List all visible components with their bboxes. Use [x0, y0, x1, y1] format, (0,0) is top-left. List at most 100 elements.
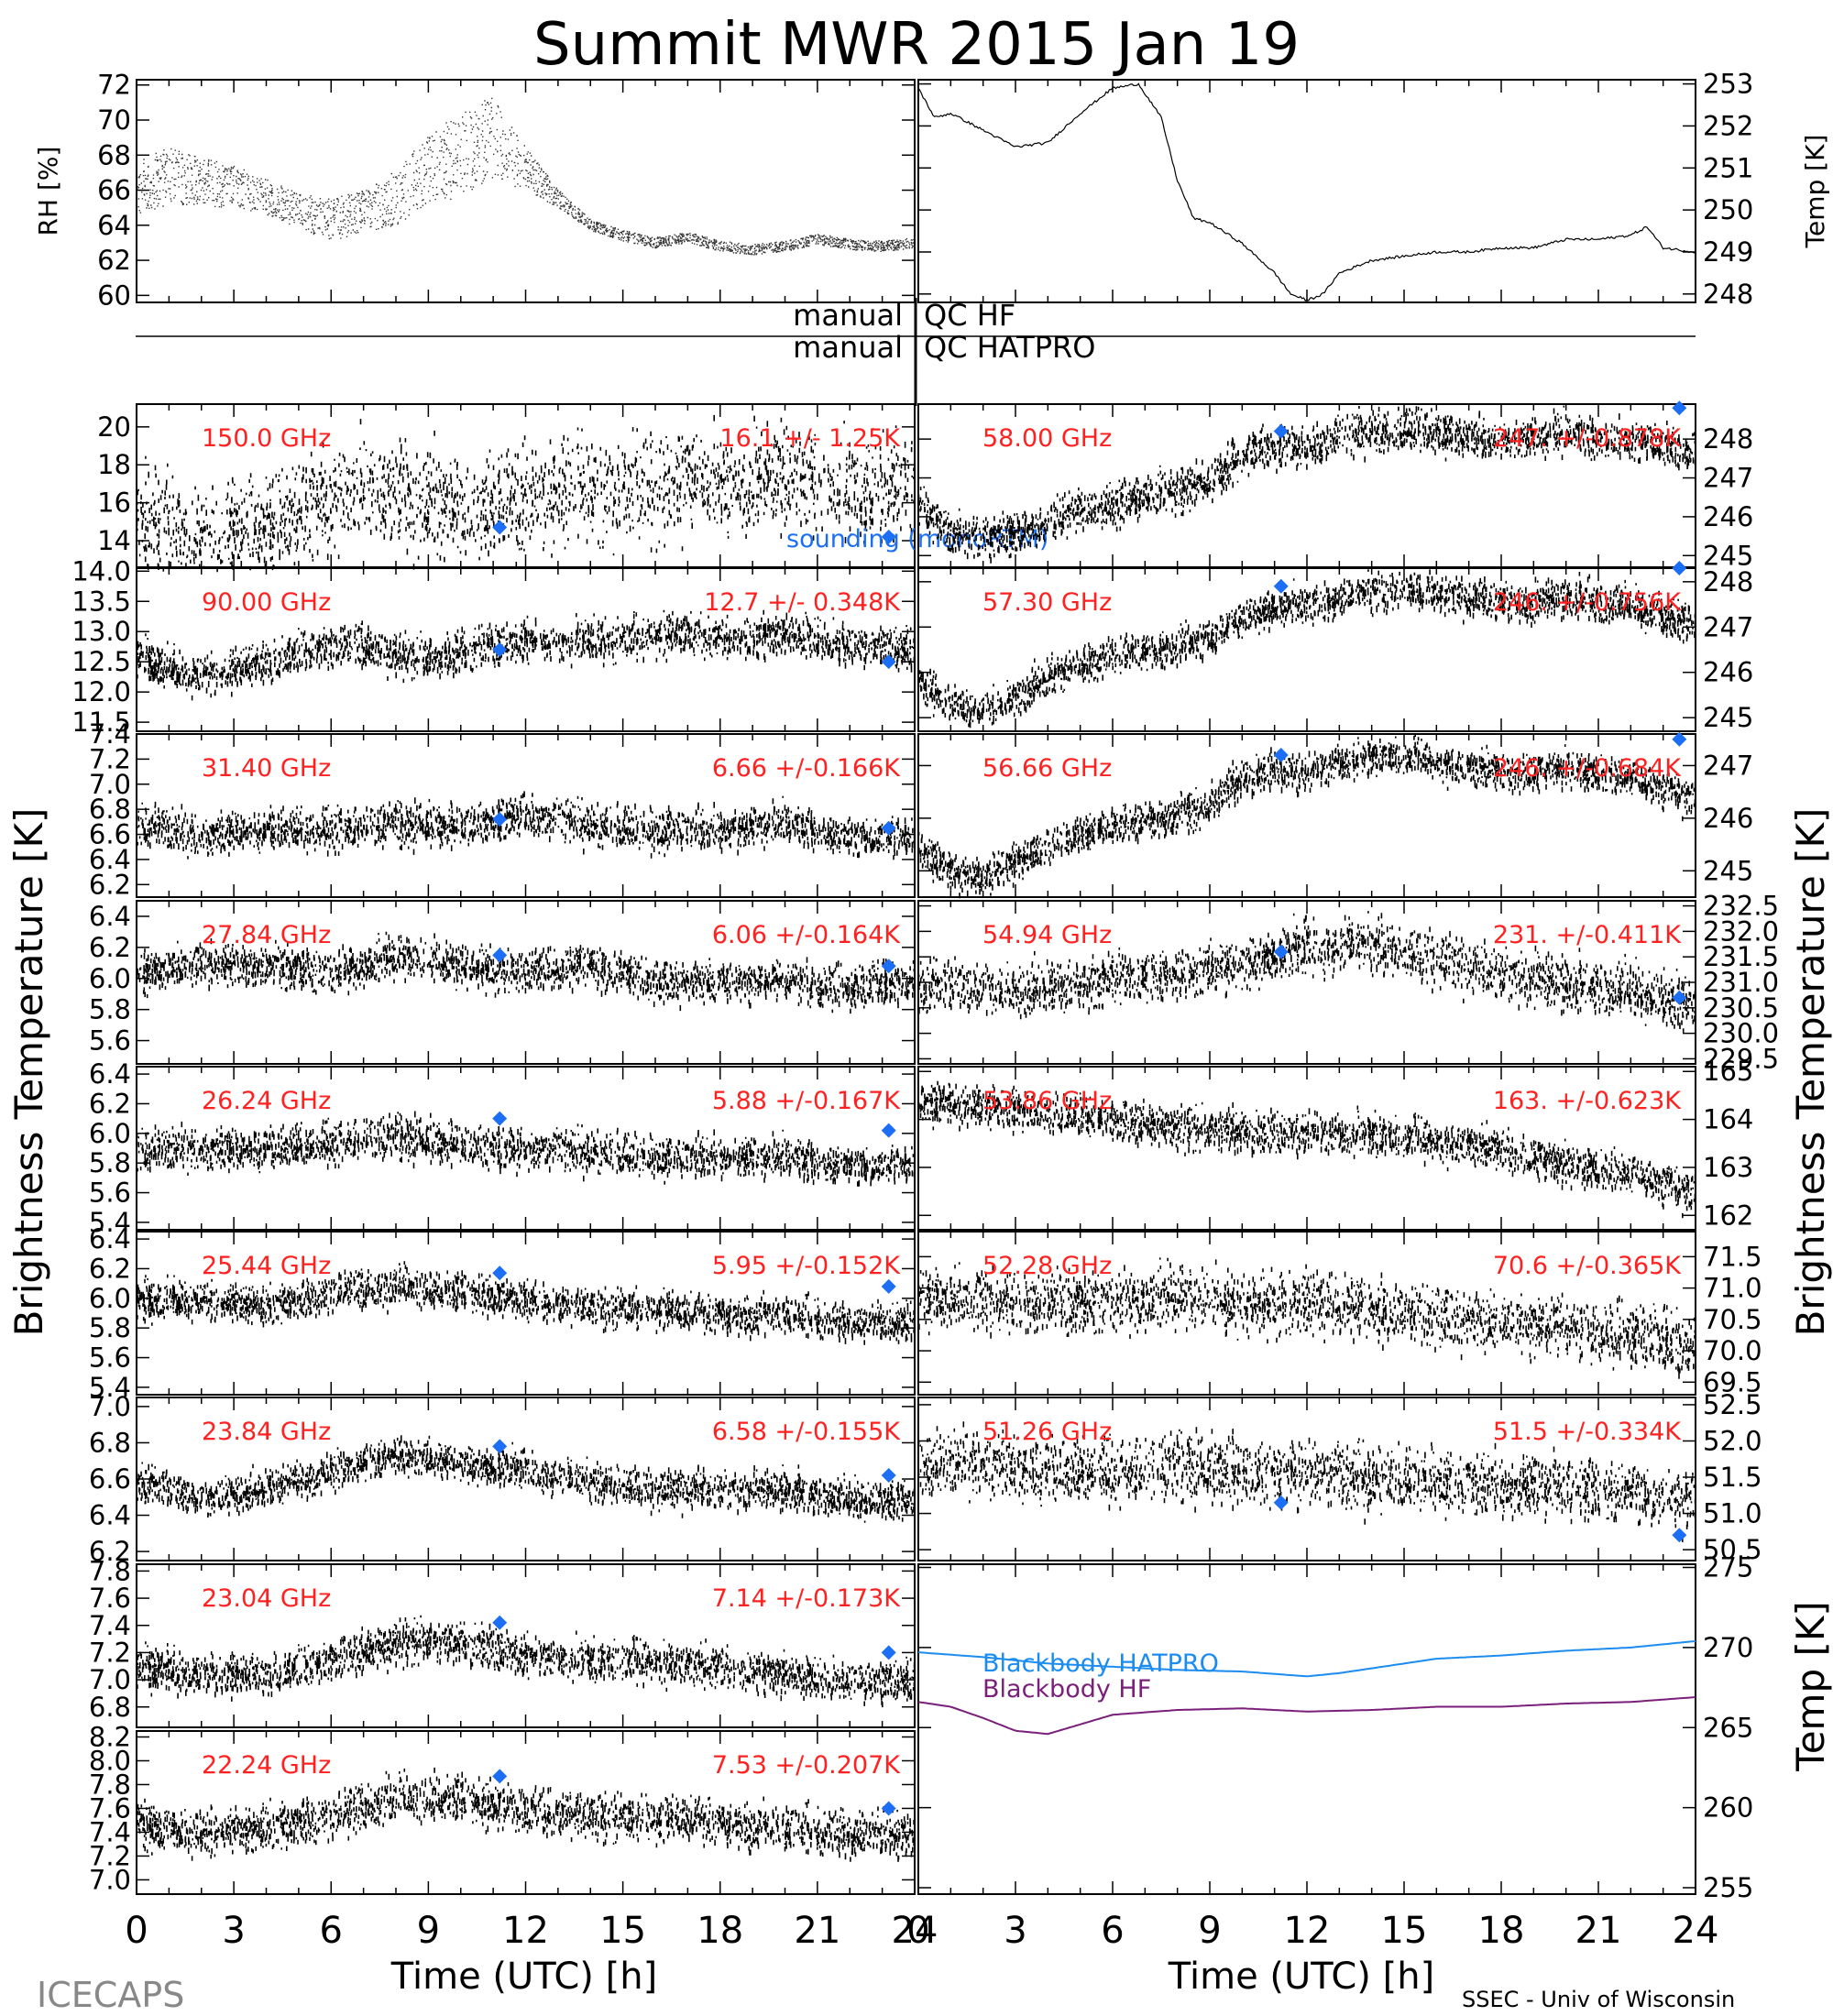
temp-axis-label: Temp [K] [1800, 135, 1830, 249]
data-points [136, 609, 916, 701]
x-tick-label-right: 3 [1004, 1910, 1026, 1952]
y-tick-label: 6.4 [89, 901, 131, 932]
sounding-marker [881, 820, 896, 836]
sounding-marker [881, 1468, 896, 1484]
y-tick-label: 245 [1703, 702, 1753, 733]
footer-right: SSEC - Univ of Wisconsin [1462, 1987, 1735, 2012]
x-tick-label-left: 24 [892, 1910, 938, 1952]
y-tick-label: 245 [1703, 540, 1753, 571]
y-tick-label: 16 [97, 488, 131, 519]
sounding-marker [881, 959, 896, 974]
sounding-marker [1672, 990, 1687, 1005]
sounding-marker [1672, 400, 1687, 416]
y-tick-label: 251 [1703, 152, 1753, 183]
y-tick-label: 6.2 [89, 1536, 131, 1567]
y-tick-label: 7.0 [89, 1391, 131, 1422]
y-tick-label: 51.0 [1703, 1498, 1762, 1529]
panel-27-84: 5.65.86.06.26.4 27.84 GHz 6.06 +/-0.164K [89, 900, 916, 1065]
x-tick-label-right: 9 [1198, 1910, 1221, 1952]
y-tick-label: 260 [1703, 1792, 1753, 1824]
qc-label-left-1: manual [793, 298, 903, 333]
frequency-label: 58.00 GHz [982, 424, 1112, 453]
y-tick-label: 8.2 [89, 1721, 131, 1752]
y-tick-label: 250 [1703, 194, 1753, 225]
y-tick-label: 52.5 [1703, 1389, 1762, 1420]
panel-58-00: 245 246 247 248 58.00 GHz 247. +/-0.878K [917, 400, 1753, 571]
y-tick-label: 246 [1703, 657, 1753, 688]
data-points [917, 405, 1696, 564]
stat-label: 7.53 +/-0.207K [712, 1751, 901, 1780]
y-tick-label: 6.8 [89, 1427, 131, 1458]
frequency-label: 23.84 GHz [202, 1418, 331, 1446]
stat-label: 16.1 +/- 1.25K [719, 424, 901, 453]
frequency-label: 54.94 GHz [982, 921, 1112, 949]
data-points [136, 1615, 916, 1708]
sounding-marker [492, 948, 508, 963]
x-tick-label-right: 15 [1381, 1910, 1428, 1952]
ylabel-blackbody: Temp [K] [1788, 1601, 1833, 1772]
data-points [917, 1421, 1696, 1542]
sounding-marker [881, 1801, 896, 1816]
y-tick-label: 232.0 [1703, 915, 1779, 947]
data-points [917, 1257, 1696, 1379]
y-tick-label: 12.5 [71, 646, 131, 677]
data-points [136, 414, 916, 573]
y-tick-label: 13.0 [71, 616, 131, 647]
y-tick-label: 6.8 [89, 794, 131, 825]
y-tick-label: 50.5 [1703, 1534, 1762, 1565]
y-tick-label: 7.0 [89, 769, 131, 800]
y-tick-label: 5.4 [89, 1207, 131, 1238]
y-tick-label: 246 [1703, 501, 1753, 532]
sounding-marker [881, 529, 896, 544]
frequency-label: 23.04 GHz [202, 1584, 331, 1613]
sounding-marker [1672, 731, 1687, 747]
frequency-label: 53.86 GHz [982, 1087, 1112, 1115]
frequency-label: 90.00 GHz [202, 588, 331, 617]
y-tick-label: 7.6 [89, 1792, 131, 1824]
panel-frame [917, 1563, 1696, 1895]
y-tick-label: 6.2 [89, 1253, 131, 1284]
y-tick-label: 229.5 [1703, 1043, 1779, 1074]
y-tick-label: 6.4 [89, 1058, 131, 1090]
y-tick-label: 7.4 [89, 718, 131, 750]
frequency-label: 22.24 GHz [202, 1751, 331, 1780]
frequency-label: 27.84 GHz [202, 921, 331, 949]
data-points [136, 1435, 916, 1523]
sounding-marker [492, 812, 508, 827]
sounding-marker [492, 520, 508, 535]
y-tick-label: 231.0 [1703, 967, 1779, 998]
sounding-marker [1273, 423, 1289, 439]
y-tick-label: 255 [1703, 1872, 1753, 1903]
x-tick-label-left: 6 [320, 1910, 343, 1952]
sounding-marker [881, 1645, 896, 1660]
y-tick-label: 60 [97, 279, 131, 311]
panel-22-24: 7.07.27.47.67.88.08.2 22.24 GHz 7.53 +/-0.… [89, 1721, 916, 1895]
y-tick-label: 70.0 [1703, 1335, 1762, 1366]
sounding-marker [492, 1615, 508, 1630]
y-tick-label: 232.5 [1703, 891, 1779, 922]
x-tick-label-right: 6 [1101, 1910, 1124, 1952]
x-tick-label-right: 24 [1673, 1910, 1719, 1952]
stat-label: 12.7 +/- 0.348K [704, 588, 901, 617]
rh-axis-label: RH [%] [33, 147, 63, 236]
x-tick-label-left: 21 [794, 1910, 840, 1952]
y-tick-label: 62 [97, 245, 131, 276]
y-tick-label: 69.5 [1703, 1366, 1762, 1397]
x-tick-label-left: 18 [697, 1910, 743, 1952]
y-tick-label: 163 [1703, 1152, 1753, 1183]
y-tick-label: 245 [1703, 855, 1753, 886]
y-tick-label: 6.2 [89, 869, 131, 900]
y-tick-label: 71.0 [1703, 1273, 1762, 1304]
stat-label: 246. +/-0.756K [1493, 588, 1682, 617]
panel-31-40: 6.26.46.66.87.07.27.4 31.40 GHz 6.66 +/-0.… [89, 718, 916, 900]
y-tick-label: 6.4 [89, 1223, 131, 1255]
y-tick-label: 164 [1703, 1104, 1753, 1135]
y-tick-label: 13.5 [71, 586, 131, 617]
qc-label-left-2: manual [793, 330, 903, 365]
y-tick-label: 68 [97, 139, 131, 170]
x-tick-label-right: 12 [1284, 1910, 1331, 1952]
stat-label: 6.06 +/-0.164K [712, 921, 901, 949]
